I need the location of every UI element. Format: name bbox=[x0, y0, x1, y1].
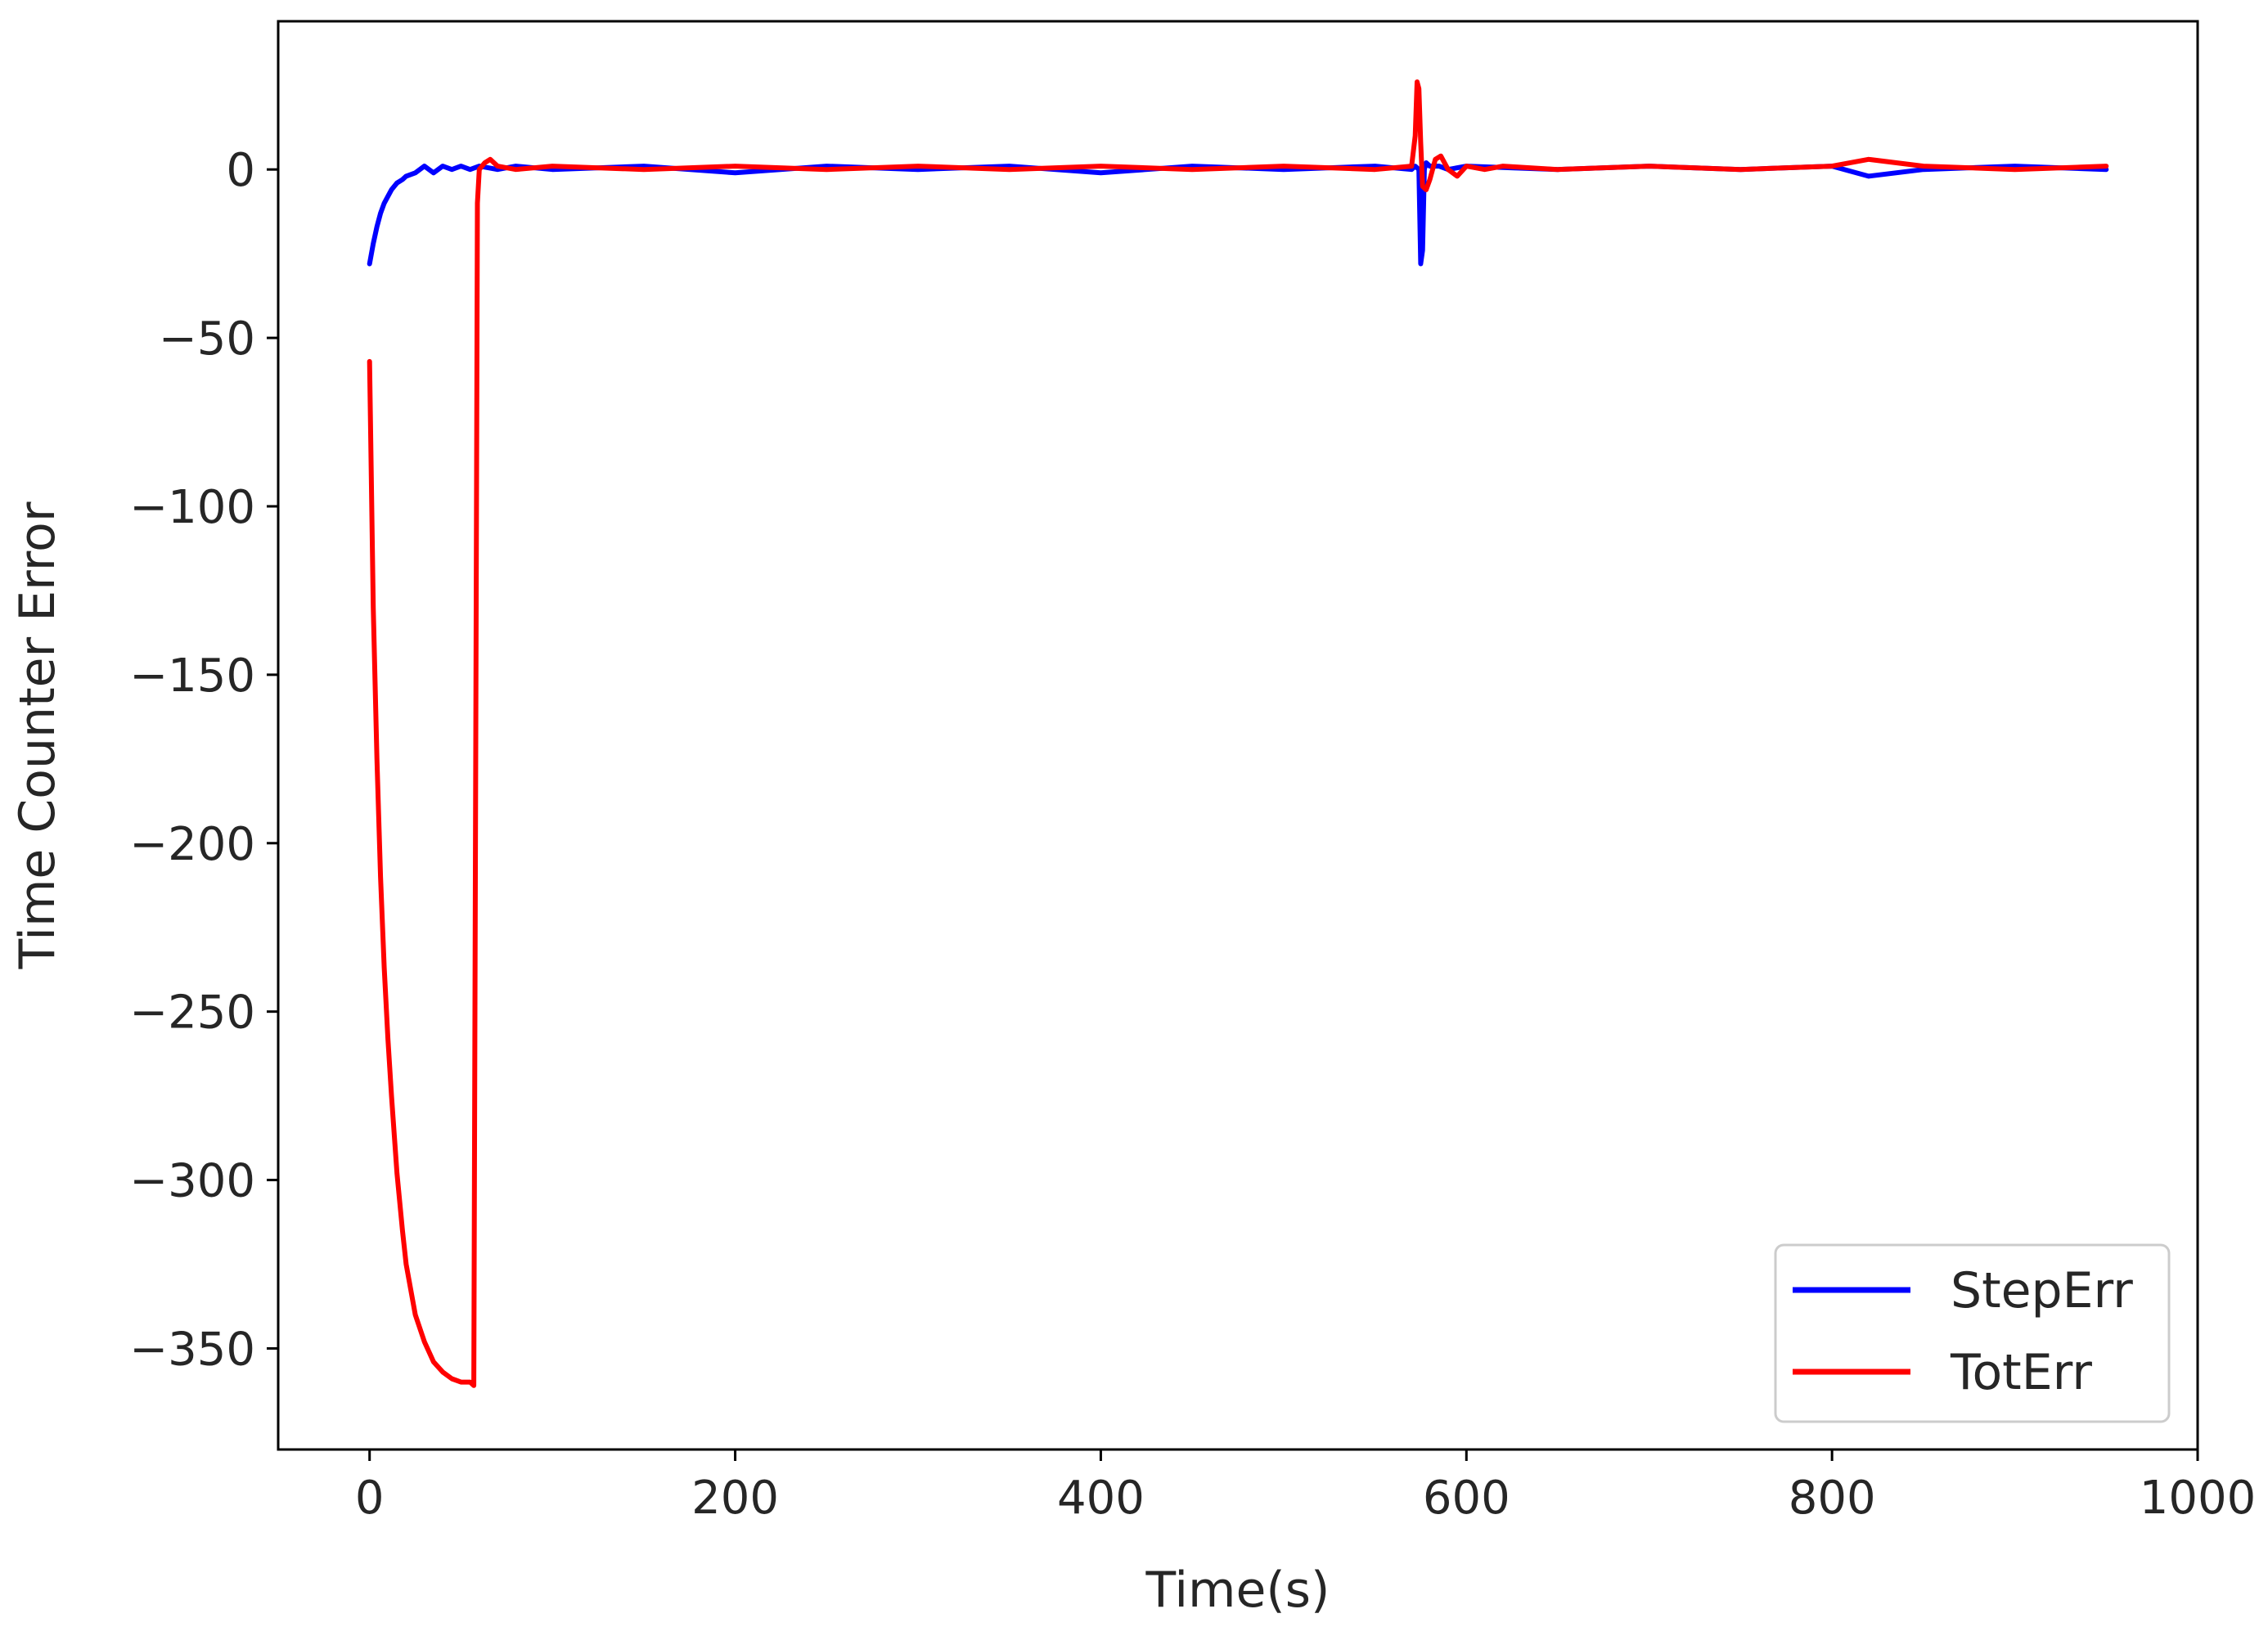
y-tick-label: −50 bbox=[159, 312, 255, 366]
x-tick-label: 400 bbox=[1057, 1472, 1145, 1525]
y-tick-label: −100 bbox=[129, 481, 255, 534]
y-tick-label: 0 bbox=[226, 144, 255, 197]
x-axis-label: Time(s) bbox=[1145, 1562, 1330, 1619]
y-tick-label: −150 bbox=[129, 649, 255, 703]
legend-label-steperr: StepErr bbox=[1951, 1262, 2133, 1319]
x-tick-label: 0 bbox=[355, 1472, 385, 1525]
legend: StepErr TotErr bbox=[1774, 1243, 2171, 1423]
y-tick-label: −300 bbox=[129, 1155, 255, 1208]
y-tick-label: −200 bbox=[129, 818, 255, 871]
x-axis: 0 200 400 600 800 1000 bbox=[355, 1449, 2256, 1525]
x-tick-label: 200 bbox=[691, 1472, 779, 1525]
series-line-toterr bbox=[367, 79, 2109, 1388]
y-axis-label: Time Counter Error bbox=[9, 501, 66, 969]
y-tick-label: −250 bbox=[129, 987, 255, 1040]
plot-frame bbox=[277, 20, 2199, 1451]
series-layer bbox=[367, 79, 2109, 1388]
x-tick-label: 1000 bbox=[2140, 1472, 2257, 1525]
x-tick-label: 600 bbox=[1423, 1472, 1510, 1525]
plot-area-background bbox=[278, 21, 2198, 1449]
x-tick-label: 800 bbox=[1789, 1472, 1876, 1525]
y-tick-label: −350 bbox=[129, 1323, 255, 1376]
legend-label-toterr: TotErr bbox=[1950, 1344, 2092, 1401]
y-axis: 0 −50 −100 −150 −200 −250 −300 −350 bbox=[129, 144, 278, 1376]
